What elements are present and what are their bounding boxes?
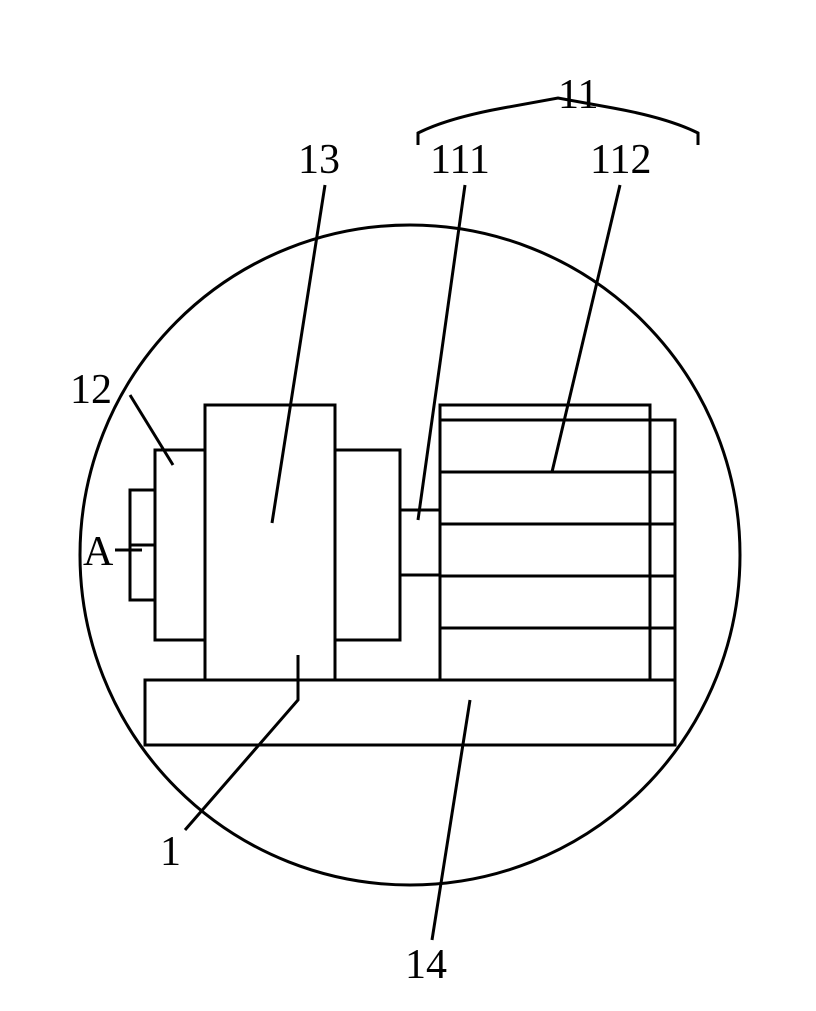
leader-13 (272, 185, 325, 523)
label-L112: 112 (590, 137, 651, 183)
leader-14 (432, 700, 470, 940)
coupling (335, 450, 400, 640)
motor-body (440, 420, 675, 680)
label-L1: 1 (160, 829, 181, 875)
motor-endcap (440, 405, 650, 680)
label-LA: A (83, 529, 114, 575)
label-L14: 14 (405, 942, 447, 988)
detail-circle (80, 225, 740, 885)
label-L11: 11 (558, 72, 598, 118)
stub-shaft (400, 510, 440, 575)
leader-112 (552, 185, 620, 472)
label-L13: 13 (298, 137, 340, 183)
base-bar (145, 680, 675, 745)
gearbox-block (205, 405, 335, 680)
label-L12: 12 (70, 367, 112, 413)
leader-12 (130, 395, 173, 465)
left-flange (155, 450, 205, 640)
label-L111: 111 (430, 137, 490, 183)
